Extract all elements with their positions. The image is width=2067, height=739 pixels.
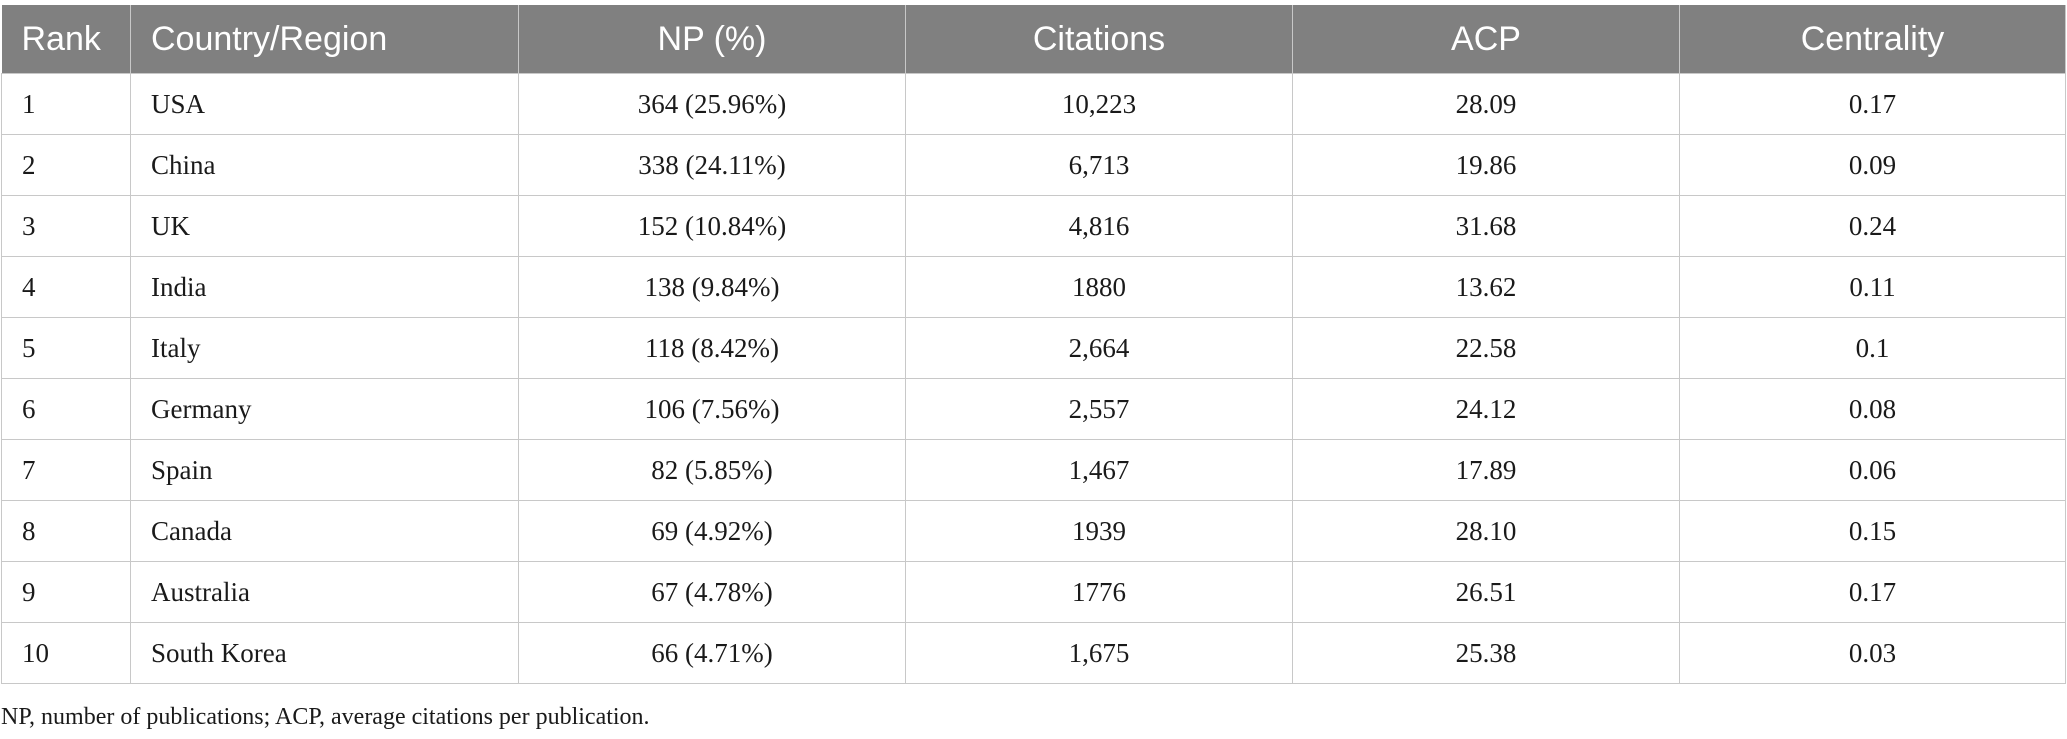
cell-centrality: 0.1 bbox=[1679, 317, 2066, 379]
table-footnote: NP, number of publications; ACP, average… bbox=[1, 704, 650, 730]
cell-citations: 2,664 bbox=[905, 317, 1293, 379]
cell-citations: 1,467 bbox=[905, 439, 1293, 501]
cell-rank: 6 bbox=[1, 378, 131, 440]
cell-acp: 17.89 bbox=[1292, 439, 1680, 501]
header-rank: Rank bbox=[1, 5, 131, 74]
cell-rank: 4 bbox=[1, 256, 131, 318]
country-publications-table: Rank Country/Region NP (%) Citations ACP… bbox=[1, 5, 2066, 684]
cell-rank: 5 bbox=[1, 317, 131, 379]
table-row: 3 UK 152 (10.84%) 4,816 31.68 0.24 bbox=[1, 195, 2066, 257]
cell-citations: 1880 bbox=[905, 256, 1293, 318]
cell-rank: 1 bbox=[1, 73, 131, 135]
table-row: 10 South Korea 66 (4.71%) 1,675 25.38 0.03 bbox=[1, 622, 2066, 684]
cell-country-region: Australia bbox=[130, 561, 519, 623]
cell-country-region: Canada bbox=[130, 500, 519, 562]
cell-rank: 9 bbox=[1, 561, 131, 623]
cell-acp: 28.10 bbox=[1292, 500, 1680, 562]
table-row: 7 Spain 82 (5.85%) 1,467 17.89 0.06 bbox=[1, 439, 2066, 501]
cell-country-region: India bbox=[130, 256, 519, 318]
table-header: Rank Country/Region NP (%) Citations ACP… bbox=[1, 5, 2066, 74]
cell-acp: 22.58 bbox=[1292, 317, 1680, 379]
cell-acp: 19.86 bbox=[1292, 134, 1680, 196]
table-row: 5 Italy 118 (8.42%) 2,664 22.58 0.1 bbox=[1, 317, 2066, 379]
cell-centrality: 0.09 bbox=[1679, 134, 2066, 196]
cell-np: 82 (5.85%) bbox=[518, 439, 906, 501]
cell-np: 364 (25.96%) bbox=[518, 73, 906, 135]
cell-citations: 1776 bbox=[905, 561, 1293, 623]
cell-acp: 13.62 bbox=[1292, 256, 1680, 318]
cell-country-region: USA bbox=[130, 73, 519, 135]
cell-acp: 26.51 bbox=[1292, 561, 1680, 623]
cell-centrality: 0.11 bbox=[1679, 256, 2066, 318]
cell-np: 69 (4.92%) bbox=[518, 500, 906, 562]
cell-country-region: Germany bbox=[130, 378, 519, 440]
cell-rank: 10 bbox=[1, 622, 131, 684]
table-body: 1 USA 364 (25.96%) 10,223 28.09 0.17 2 China 338… bbox=[1, 73, 2066, 684]
cell-acp: 31.68 bbox=[1292, 195, 1680, 257]
cell-country-region: China bbox=[130, 134, 519, 196]
cell-country-region: Italy bbox=[130, 317, 519, 379]
header-acp: ACP bbox=[1292, 5, 1680, 74]
cell-rank: 2 bbox=[1, 134, 131, 196]
header-row: Rank Country/Region NP (%) Citations ACP… bbox=[1, 5, 2066, 74]
cell-np: 67 (4.78%) bbox=[518, 561, 906, 623]
header-country-region: Country/Region bbox=[130, 5, 519, 74]
cell-centrality: 0.17 bbox=[1679, 73, 2066, 135]
table-row: 8 Canada 69 (4.92%) 1939 28.10 0.15 bbox=[1, 500, 2066, 562]
header-centrality: Centrality bbox=[1679, 5, 2066, 74]
table-row: 2 China 338 (24.11%) 6,713 19.86 0.09 bbox=[1, 134, 2066, 196]
cell-np: 338 (24.11%) bbox=[518, 134, 906, 196]
table-row: 1 USA 364 (25.96%) 10,223 28.09 0.17 bbox=[1, 73, 2066, 135]
cell-citations: 4,816 bbox=[905, 195, 1293, 257]
cell-centrality: 0.24 bbox=[1679, 195, 2066, 257]
cell-acp: 24.12 bbox=[1292, 378, 1680, 440]
cell-citations: 2,557 bbox=[905, 378, 1293, 440]
cell-np: 66 (4.71%) bbox=[518, 622, 906, 684]
cell-centrality: 0.06 bbox=[1679, 439, 2066, 501]
data-table-container: Rank Country/Region NP (%) Citations ACP… bbox=[1, 5, 2066, 684]
cell-centrality: 0.15 bbox=[1679, 500, 2066, 562]
header-np: NP (%) bbox=[518, 5, 906, 74]
cell-acp: 28.09 bbox=[1292, 73, 1680, 135]
cell-np: 138 (9.84%) bbox=[518, 256, 906, 318]
cell-rank: 7 bbox=[1, 439, 131, 501]
cell-np: 118 (8.42%) bbox=[518, 317, 906, 379]
cell-np: 106 (7.56%) bbox=[518, 378, 906, 440]
table-row: 4 India 138 (9.84%) 1880 13.62 0.11 bbox=[1, 256, 2066, 318]
cell-rank: 8 bbox=[1, 500, 131, 562]
cell-country-region: South Korea bbox=[130, 622, 519, 684]
table-row: 6 Germany 106 (7.56%) 2,557 24.12 0.08 bbox=[1, 378, 2066, 440]
cell-citations: 1,675 bbox=[905, 622, 1293, 684]
cell-citations: 6,713 bbox=[905, 134, 1293, 196]
cell-citations: 10,223 bbox=[905, 73, 1293, 135]
cell-rank: 3 bbox=[1, 195, 131, 257]
cell-country-region: Spain bbox=[130, 439, 519, 501]
cell-acp: 25.38 bbox=[1292, 622, 1680, 684]
cell-country-region: UK bbox=[130, 195, 519, 257]
table-row: 9 Australia 67 (4.78%) 1776 26.51 0.17 bbox=[1, 561, 2066, 623]
cell-centrality: 0.08 bbox=[1679, 378, 2066, 440]
cell-citations: 1939 bbox=[905, 500, 1293, 562]
header-citations: Citations bbox=[905, 5, 1293, 74]
cell-centrality: 0.17 bbox=[1679, 561, 2066, 623]
cell-np: 152 (10.84%) bbox=[518, 195, 906, 257]
cell-centrality: 0.03 bbox=[1679, 622, 2066, 684]
